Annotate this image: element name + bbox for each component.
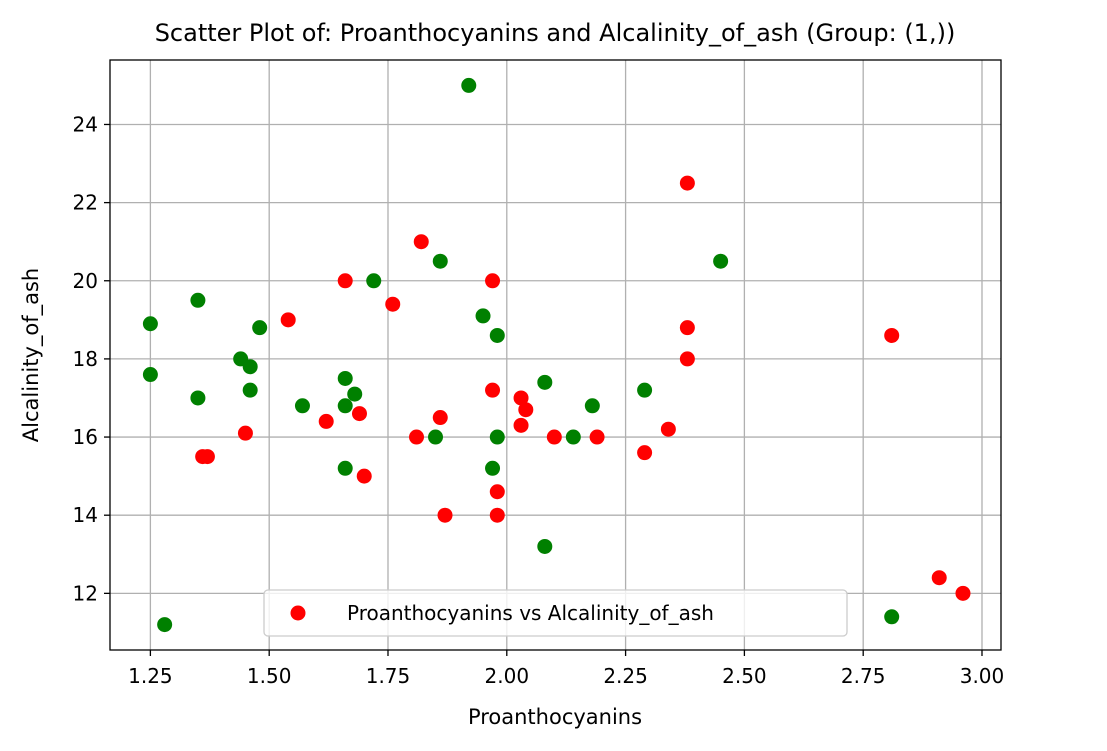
data-point-series-1 xyxy=(490,484,505,499)
data-point-series-2 xyxy=(143,367,158,382)
data-point-series-2 xyxy=(366,273,381,288)
legend-marker xyxy=(291,606,306,621)
data-point-series-2 xyxy=(884,609,899,624)
data-point-series-1 xyxy=(661,422,676,437)
data-point-series-2 xyxy=(566,430,581,445)
data-point-series-1 xyxy=(485,383,500,398)
y-tick-label: 22 xyxy=(73,191,98,215)
data-point-series-2 xyxy=(585,398,600,413)
data-point-series-1 xyxy=(433,410,448,425)
data-point-series-2 xyxy=(252,320,267,335)
chart-title: Scatter Plot of: Proanthocyanins and Alc… xyxy=(155,19,956,47)
x-tick-label: 2.75 xyxy=(841,664,886,688)
data-point-series-1 xyxy=(955,586,970,601)
data-point-series-1 xyxy=(637,445,652,460)
data-point-series-2 xyxy=(338,398,353,413)
y-tick-label: 12 xyxy=(73,581,98,605)
data-point-series-2 xyxy=(243,359,258,374)
data-point-series-1 xyxy=(485,273,500,288)
data-point-series-2 xyxy=(490,328,505,343)
data-point-series-1 xyxy=(238,426,253,441)
data-point-series-1 xyxy=(590,430,605,445)
x-tick-label: 3.00 xyxy=(960,664,1005,688)
data-point-series-2 xyxy=(485,461,500,476)
data-point-series-2 xyxy=(433,254,448,269)
data-point-series-2 xyxy=(537,375,552,390)
data-point-series-1 xyxy=(319,414,334,429)
data-point-series-2 xyxy=(190,390,205,405)
data-point-series-1 xyxy=(414,234,429,249)
data-point-series-2 xyxy=(190,293,205,308)
data-point-series-1 xyxy=(518,402,533,417)
data-point-series-1 xyxy=(884,328,899,343)
data-point-series-2 xyxy=(347,387,362,402)
data-point-series-1 xyxy=(352,406,367,421)
data-point-series-2 xyxy=(490,430,505,445)
data-point-series-2 xyxy=(637,383,652,398)
data-point-series-1 xyxy=(680,320,695,335)
data-point-series-1 xyxy=(680,176,695,191)
data-point-series-2 xyxy=(537,539,552,554)
data-point-series-1 xyxy=(490,508,505,523)
legend-label: Proanthocyanins vs Alcalinity_of_ash xyxy=(347,601,714,625)
data-point-series-2 xyxy=(428,430,443,445)
data-point-series-2 xyxy=(243,383,258,398)
y-tick-label: 18 xyxy=(73,347,98,371)
y-tick-label: 20 xyxy=(73,269,98,293)
data-point-series-1 xyxy=(357,469,372,484)
y-tick-label: 16 xyxy=(73,425,98,449)
x-tick-label: 2.50 xyxy=(722,664,767,688)
y-tick-label: 24 xyxy=(73,112,98,136)
data-point-series-1 xyxy=(680,351,695,366)
data-point-series-2 xyxy=(476,308,491,323)
x-tick-label: 1.75 xyxy=(366,664,411,688)
data-point-series-1 xyxy=(438,508,453,523)
data-point-series-1 xyxy=(338,273,353,288)
data-point-series-1 xyxy=(514,418,529,433)
data-point-series-2 xyxy=(713,254,728,269)
y-axis-label: Alcalinity_of_ash xyxy=(19,268,44,442)
y-tick-label: 14 xyxy=(73,503,98,527)
data-point-series-2 xyxy=(338,371,353,386)
data-point-series-2 xyxy=(338,461,353,476)
x-axis-label: Proanthocyanins xyxy=(468,705,642,729)
legend: Proanthocyanins vs Alcalinity_of_ash xyxy=(264,590,847,636)
data-point-series-1 xyxy=(409,430,424,445)
data-point-series-2 xyxy=(157,617,172,632)
x-tick-label: 2.25 xyxy=(603,664,648,688)
data-point-series-2 xyxy=(461,78,476,93)
x-tick-label: 1.25 xyxy=(128,664,173,688)
data-point-series-1 xyxy=(547,430,562,445)
data-point-series-2 xyxy=(143,316,158,331)
x-tick-label: 1.50 xyxy=(247,664,292,688)
data-point-series-1 xyxy=(932,570,947,585)
data-point-series-1 xyxy=(281,312,296,327)
data-point-series-1 xyxy=(385,297,400,312)
x-tick-label: 2.00 xyxy=(485,664,530,688)
data-point-series-2 xyxy=(295,398,310,413)
data-point-series-1 xyxy=(200,449,215,464)
